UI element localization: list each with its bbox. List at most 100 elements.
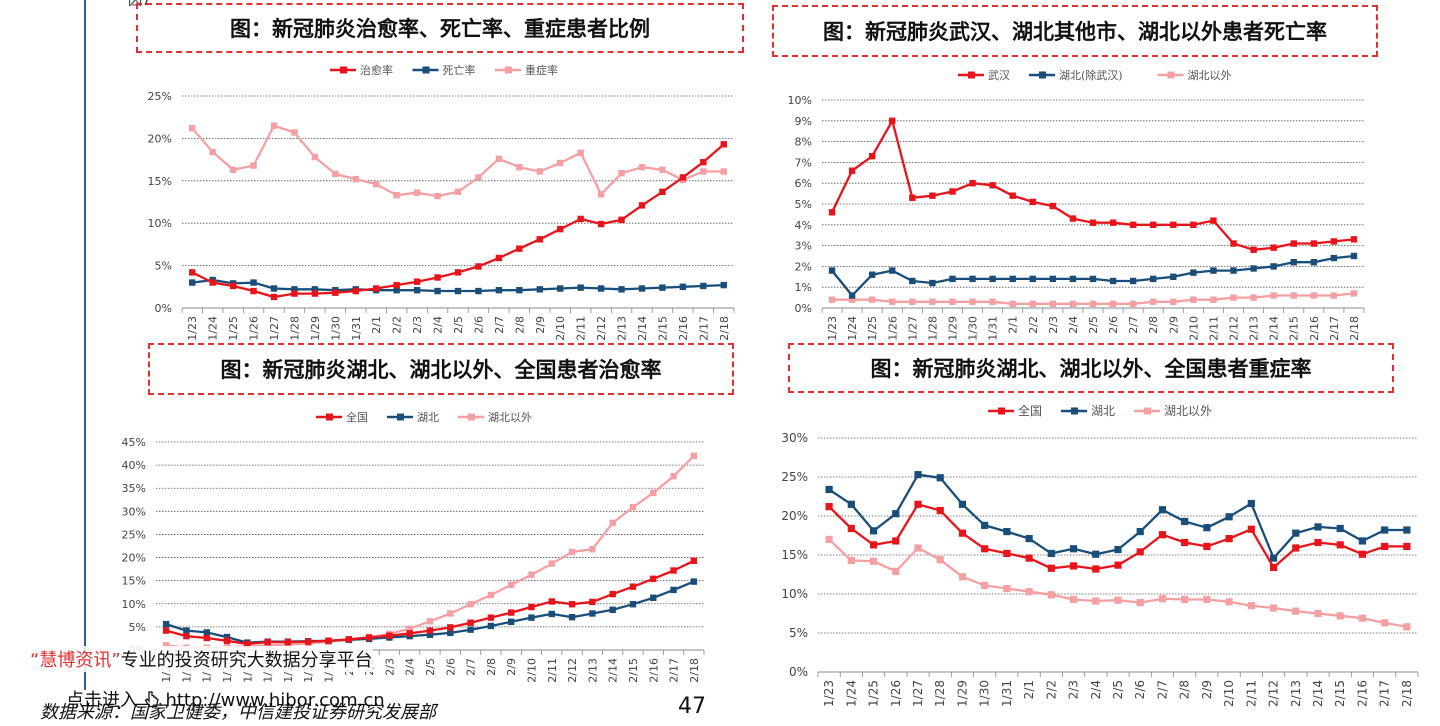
data-point bbox=[413, 189, 421, 196]
legend-swatch-marker bbox=[397, 413, 404, 421]
chart-2-title: 图：新冠肺炎武汉、湖北其他市、湖北以外患者死亡率 bbox=[823, 20, 1327, 44]
x-tick-label: 2/18 bbox=[1400, 680, 1414, 707]
y-tick-label: 25% bbox=[148, 90, 172, 103]
y-tick-label: 7% bbox=[795, 156, 812, 169]
data-point bbox=[825, 503, 833, 511]
data-point bbox=[909, 298, 916, 305]
y-tick-label: 35% bbox=[122, 482, 146, 495]
data-point bbox=[264, 642, 271, 649]
data-point bbox=[958, 500, 967, 508]
data-point bbox=[1003, 549, 1011, 558]
x-tick-label: 2/9 bbox=[1167, 316, 1180, 334]
legend-item: 武汉 bbox=[958, 69, 1010, 82]
data-point bbox=[291, 286, 298, 293]
data-point bbox=[1190, 296, 1197, 303]
x-tick-label: 2/13 bbox=[1248, 316, 1261, 341]
x-tick-label: 2/12 bbox=[1267, 680, 1281, 707]
x-tick-label: 2/13 bbox=[616, 316, 629, 341]
x-tick-label: 2/11 bbox=[546, 658, 559, 683]
legend-label: 湖北以外 bbox=[488, 411, 532, 424]
data-point bbox=[1136, 528, 1144, 536]
data-point bbox=[1049, 202, 1057, 210]
legend-item: 湖北以外 bbox=[1134, 403, 1212, 418]
y-tick-label: 3% bbox=[795, 240, 812, 253]
data-point bbox=[1203, 595, 1211, 604]
data-point bbox=[1336, 524, 1344, 533]
x-tick-label: 2/14 bbox=[1311, 680, 1325, 707]
data-point bbox=[1069, 545, 1078, 553]
data-point bbox=[487, 614, 495, 621]
data-point bbox=[1136, 548, 1144, 556]
data-point bbox=[467, 626, 474, 633]
data-point bbox=[936, 474, 944, 482]
data-point bbox=[889, 117, 896, 124]
data-point bbox=[393, 192, 400, 199]
data-point bbox=[548, 598, 555, 605]
data-point bbox=[577, 215, 584, 223]
data-point bbox=[365, 634, 373, 641]
data-point bbox=[869, 541, 878, 549]
x-tick-label: 2/15 bbox=[656, 316, 669, 341]
x-tick-label: 2/1 bbox=[370, 316, 383, 334]
data-point bbox=[700, 282, 707, 290]
hibor-url-link[interactable]: http://www.hibor.com.cn bbox=[165, 690, 385, 711]
chart-3: 0%5%10%15%20%25%30%35%40%45%1/231/241/25… bbox=[110, 404, 720, 683]
data-point bbox=[413, 286, 421, 294]
x-tick-label: 2/16 bbox=[677, 316, 690, 341]
legend-label: 全国 bbox=[346, 410, 368, 424]
data-point bbox=[1158, 506, 1167, 514]
x-tick-label: 2/7 bbox=[1155, 680, 1169, 699]
data-point bbox=[828, 209, 836, 216]
data-point bbox=[1230, 294, 1237, 301]
x-tick-label: 2/11 bbox=[575, 316, 588, 341]
data-point bbox=[305, 638, 312, 645]
data-point bbox=[1089, 275, 1097, 283]
data-point bbox=[454, 188, 462, 196]
data-point bbox=[1225, 598, 1233, 606]
y-tick-label: 10% bbox=[788, 94, 812, 107]
y-tick-label: 6% bbox=[795, 177, 812, 190]
data-point bbox=[1330, 254, 1338, 262]
data-point bbox=[183, 627, 190, 634]
hibor-link-row[interactable]: 点击进入 http://www.hibor.com.cn bbox=[66, 686, 385, 712]
data-point bbox=[454, 287, 462, 295]
data-point bbox=[609, 606, 616, 613]
y-tick-label: 0% bbox=[795, 302, 812, 315]
data-point bbox=[1025, 588, 1033, 596]
data-point bbox=[1025, 535, 1033, 543]
data-point bbox=[690, 452, 698, 460]
chart-3-title-box: 图：新冠肺炎湖北、湖北以外、全国患者治愈率 bbox=[148, 343, 734, 395]
data-point bbox=[189, 279, 196, 286]
data-point bbox=[679, 283, 687, 290]
x-tick-label: 1/26 bbox=[889, 680, 903, 707]
data-point bbox=[1403, 542, 1411, 551]
x-tick-label: 2/13 bbox=[586, 658, 599, 683]
data-point bbox=[659, 188, 666, 196]
data-point bbox=[1129, 221, 1137, 228]
legend-label: 湖北(除武汉) bbox=[1059, 68, 1123, 82]
data-point bbox=[1314, 523, 1322, 531]
series-line bbox=[830, 119, 1355, 251]
data-point bbox=[291, 290, 298, 297]
y-tick-label: 45% bbox=[122, 436, 146, 449]
data-point bbox=[332, 170, 339, 178]
data-source-note: 数据来源：国家卫健委，中信建投证券研究发展部 bbox=[40, 702, 436, 723]
data-point bbox=[609, 590, 616, 598]
x-tick-label: 1/31 bbox=[350, 316, 363, 341]
data-point bbox=[892, 510, 900, 518]
legend-label: 治愈率 bbox=[360, 63, 393, 77]
legend-swatch-marker bbox=[968, 71, 975, 79]
data-point bbox=[848, 292, 856, 299]
data-point bbox=[1170, 298, 1177, 305]
chart-2-svg: 0% 1% 2% 3% 4% 5% 6% 7% 8% 9% 10% 1/23 1/24 1/25 1/26 1… bbox=[788, 68, 1365, 341]
data-point bbox=[495, 155, 503, 162]
data-point bbox=[1358, 550, 1367, 558]
data-point bbox=[670, 473, 677, 480]
data-point bbox=[650, 575, 657, 583]
data-point bbox=[1225, 535, 1233, 543]
data-point bbox=[929, 279, 936, 287]
data-point bbox=[828, 296, 836, 303]
x-tick-label: 2/8 bbox=[485, 658, 498, 676]
x-tick-label: 2/15 bbox=[627, 658, 640, 683]
x-tick-label: 1/27 bbox=[268, 316, 281, 341]
